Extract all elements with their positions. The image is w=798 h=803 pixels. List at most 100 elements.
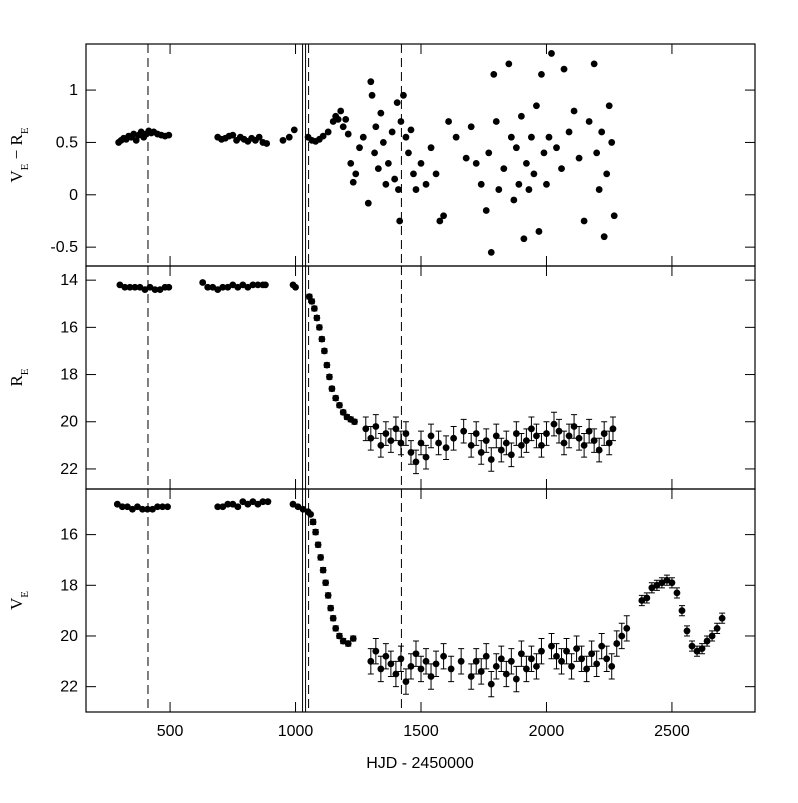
- data-point: [590, 60, 598, 68]
- data-point: [349, 635, 357, 642]
- data-point: [487, 248, 495, 256]
- data-point: [129, 505, 136, 513]
- data-point: [472, 430, 480, 437]
- data-point: [588, 650, 596, 658]
- x-tick-label: 2500: [654, 723, 690, 740]
- data-point: [538, 647, 545, 655]
- data-point: [308, 297, 316, 305]
- data-point: [319, 566, 327, 574]
- data-point: [440, 652, 447, 660]
- data-point: [570, 423, 578, 430]
- data-point: [492, 662, 500, 670]
- label-subscript: E: [19, 591, 31, 598]
- data-point: [327, 604, 335, 612]
- y-tick-label: 20: [60, 414, 78, 431]
- data-point: [149, 505, 156, 513]
- data-point: [530, 170, 538, 178]
- data-point: [359, 133, 367, 141]
- data-point: [374, 165, 382, 173]
- data-point: [324, 128, 332, 136]
- data-point: [525, 186, 533, 193]
- data-point: [435, 439, 442, 447]
- data-point: [318, 335, 326, 343]
- data-point: [517, 650, 525, 658]
- label-text: V: [7, 170, 26, 183]
- data-point: [600, 430, 608, 437]
- data-point: [364, 199, 372, 207]
- data-point: [440, 212, 447, 220]
- data-point: [377, 109, 385, 117]
- data-point: [447, 665, 455, 673]
- data-point: [580, 217, 588, 225]
- y-tick-label: 16: [60, 319, 78, 336]
- data-point: [319, 132, 327, 140]
- data-point: [310, 305, 318, 312]
- y-axis-label: VE: [7, 591, 31, 610]
- data-point: [292, 283, 299, 291]
- data-point: [472, 159, 480, 167]
- data-point: [118, 503, 126, 511]
- data-point: [585, 427, 593, 435]
- data-point: [384, 159, 392, 167]
- data-point: [294, 503, 302, 511]
- data-point: [442, 444, 450, 452]
- y-tick-label: -0.5: [50, 239, 78, 256]
- data-point: [603, 655, 611, 663]
- data-point: [372, 647, 380, 655]
- data-point: [432, 660, 440, 668]
- data-point: [543, 430, 550, 437]
- data-point: [538, 441, 545, 449]
- data-point: [422, 180, 430, 188]
- label-text: V: [7, 597, 26, 610]
- data-point: [154, 503, 161, 511]
- data-point: [578, 655, 586, 663]
- data-point: [332, 624, 340, 632]
- data-point: [165, 283, 173, 291]
- data-point: [367, 657, 375, 665]
- data-point: [352, 170, 360, 178]
- data-point: [565, 128, 573, 136]
- data-point: [648, 584, 656, 592]
- data-point: [668, 579, 676, 587]
- data-point: [392, 425, 400, 433]
- data-point: [285, 133, 293, 141]
- data-point: [134, 503, 141, 511]
- y-tick-label: 18: [60, 577, 78, 594]
- data-point: [643, 594, 651, 602]
- data-point: [239, 498, 247, 506]
- data-point: [393, 99, 401, 107]
- data-point: [377, 441, 385, 449]
- x-tick-label: 1500: [403, 723, 439, 740]
- x-axis-label: HJD - 2450000: [366, 755, 474, 772]
- data-point: [553, 144, 560, 152]
- data-point: [693, 647, 701, 655]
- y-tick-label: 16: [60, 527, 78, 544]
- data-point: [279, 136, 287, 144]
- data-point: [593, 149, 601, 157]
- data-point: [512, 144, 520, 152]
- data-point: [339, 408, 347, 416]
- x-tick-label: 1000: [278, 723, 314, 740]
- data-point: [314, 541, 322, 549]
- y-tick-label: 22: [60, 461, 78, 478]
- data-point: [402, 133, 410, 141]
- data-point: [382, 430, 390, 437]
- data-point: [538, 70, 545, 78]
- data-point: [329, 614, 337, 622]
- data-point: [548, 50, 555, 57]
- data-point: [312, 528, 320, 536]
- data-point: [322, 579, 330, 587]
- data-point: [575, 434, 583, 442]
- data-point: [618, 632, 626, 640]
- data-point: [678, 607, 686, 615]
- data-point: [502, 670, 510, 678]
- data-point: [573, 645, 580, 653]
- data-point: [124, 503, 131, 511]
- data-point: [512, 430, 520, 437]
- data-point: [417, 665, 425, 673]
- data-point: [397, 439, 405, 447]
- data-point: [351, 418, 358, 426]
- data-point: [214, 503, 222, 511]
- data-point: [323, 361, 331, 369]
- data-point: [139, 505, 146, 513]
